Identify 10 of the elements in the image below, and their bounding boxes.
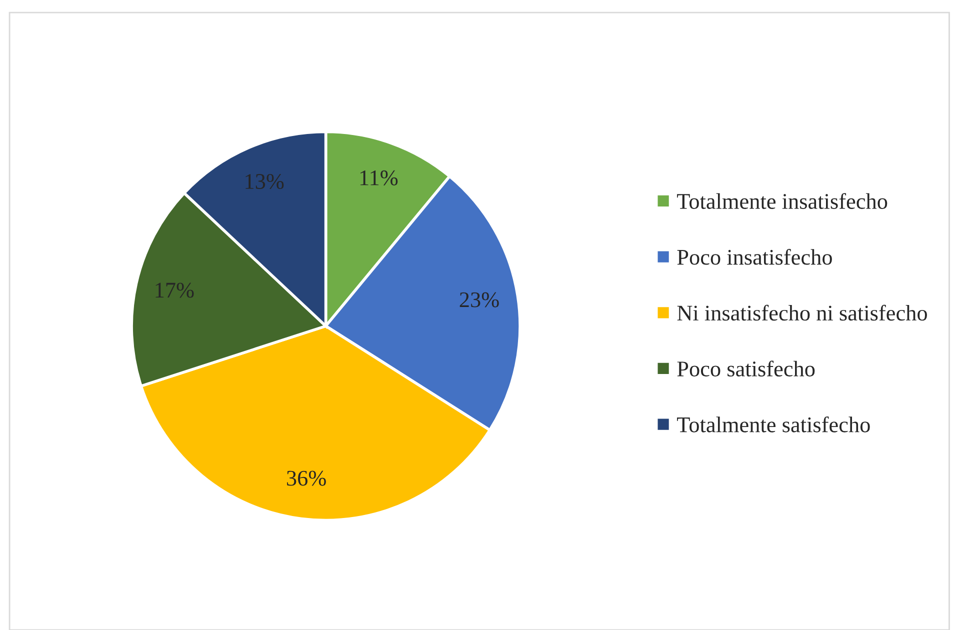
data-label: 13%: [246, 174, 284, 190]
data-label: 23%: [460, 292, 499, 308]
data-label: 11%: [360, 170, 398, 186]
data-label: 17%: [156, 282, 194, 298]
legend-label: Poco insatisfecho: [677, 248, 832, 265]
legend-label: Totalmente satisfecho: [677, 416, 870, 432]
data-label: 36%: [287, 470, 326, 486]
legend-label: Totalmente insatisfecho: [677, 193, 888, 209]
legend-label: Poco satisfecho: [677, 360, 815, 376]
legend-label: Ni insatisfecho ni satisfecho: [677, 304, 927, 321]
